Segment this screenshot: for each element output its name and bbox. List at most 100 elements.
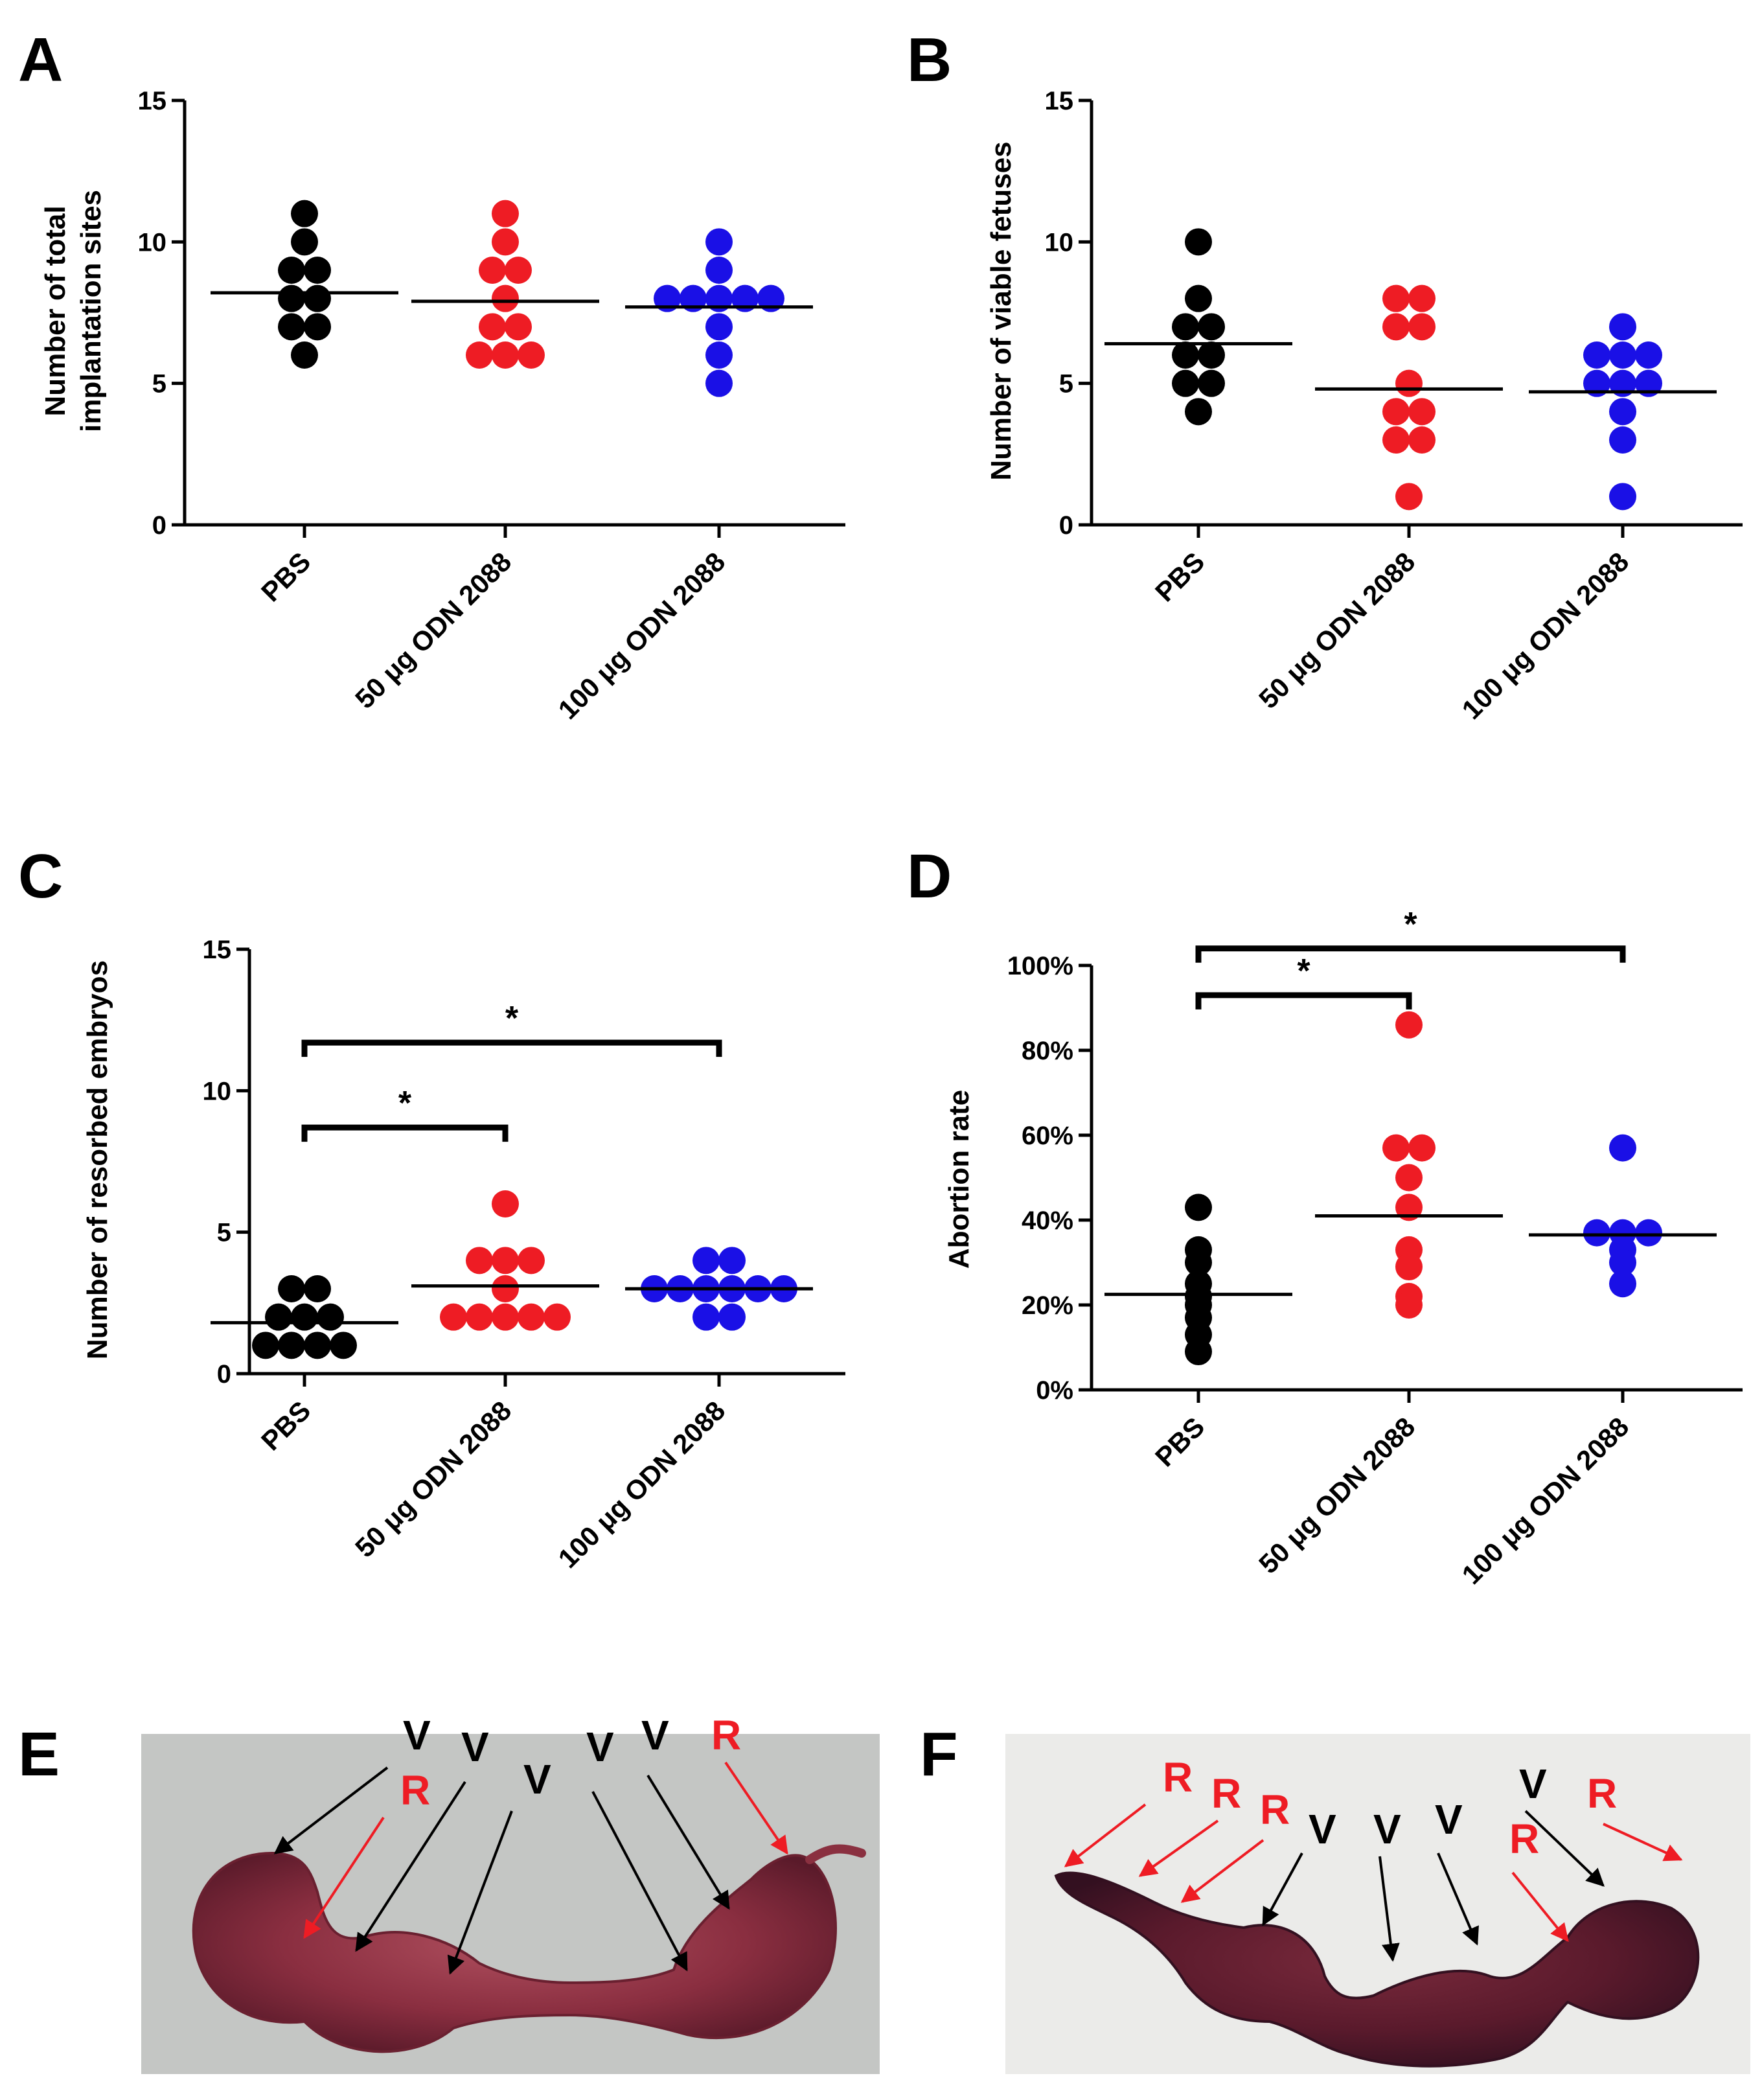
- viable-arrow: [273, 1766, 389, 1854]
- category-label: 50 μg ODN 2088: [349, 1395, 517, 1563]
- y-tick-label: 5: [1059, 370, 1073, 398]
- data-point: [505, 257, 532, 284]
- data-point: [466, 1247, 493, 1275]
- data-point: [1583, 369, 1610, 397]
- resorbed-arrow: [1180, 1839, 1264, 1903]
- viable-arrow: [646, 1774, 730, 1910]
- y-tick-label: 10: [1045, 228, 1074, 257]
- data-point: [518, 1247, 545, 1275]
- data-point: [705, 313, 733, 341]
- data-point: [1172, 341, 1199, 369]
- data-point: [1609, 369, 1636, 397]
- data-point: [718, 1303, 746, 1331]
- data-point: [1609, 1270, 1636, 1298]
- category-label: 100 μg ODN 2088: [552, 1395, 731, 1574]
- viable-arrow: [1379, 1856, 1400, 1962]
- data-point: [1395, 1194, 1423, 1221]
- data-point: [1198, 341, 1225, 369]
- data-point: [1382, 313, 1410, 341]
- panel-letter-e: E: [18, 1720, 60, 1789]
- data-point: [1609, 426, 1636, 454]
- y-tick-label: 5: [152, 370, 166, 398]
- y-tick-label: 100%: [1007, 952, 1073, 980]
- y-tick-label: 10: [203, 1077, 232, 1105]
- data-point: [1583, 341, 1610, 369]
- data-point: [317, 1303, 344, 1331]
- data-point: [278, 1332, 305, 1359]
- viable-label: V: [586, 1724, 614, 1770]
- data-point: [692, 1303, 720, 1331]
- data-point: [1382, 284, 1410, 312]
- viable-arrow: [355, 1781, 466, 1952]
- data-point: [1609, 313, 1636, 341]
- data-point: [291, 200, 318, 227]
- resorbed-label: R: [400, 1767, 430, 1814]
- data-point: [265, 1303, 292, 1331]
- data-point: [1185, 398, 1212, 426]
- data-point: [291, 228, 318, 256]
- viable-arrow: [1437, 1852, 1479, 1946]
- viable-label: V: [523, 1756, 551, 1803]
- chart-panel-a: A 0 5 10 15 Number of total implantation sites…: [18, 25, 845, 725]
- data-point: [440, 1303, 467, 1331]
- resorbed-arrow: [724, 1761, 788, 1855]
- resorbed-label: R: [1509, 1816, 1539, 1862]
- significance-star: *: [505, 1000, 519, 1037]
- data-point: [654, 284, 681, 312]
- resorbed-arrow: [1138, 1819, 1219, 1877]
- data-point: [1198, 369, 1225, 397]
- data-point: [1395, 483, 1423, 511]
- y-tick-label: 40%: [1022, 1206, 1073, 1235]
- y-axis-title: Number of resorbed embryos: [82, 960, 113, 1359]
- resorbed-arrow: [1511, 1871, 1569, 1943]
- data-point: [492, 228, 519, 256]
- data-point: [304, 1275, 331, 1302]
- viable-label: V: [1519, 1760, 1547, 1807]
- significance-bracket: [1195, 992, 1412, 1010]
- significance-bracket: [301, 1124, 509, 1142]
- y-tick-label: 20%: [1022, 1291, 1073, 1320]
- data-point: [1198, 313, 1225, 341]
- data-point: [304, 313, 331, 341]
- data-point: [518, 341, 545, 369]
- resorbed-label: R: [1211, 1770, 1241, 1817]
- data-point: [1609, 1249, 1636, 1276]
- data-point: [705, 341, 733, 369]
- viable-label: V: [641, 1712, 669, 1759]
- data-point: [718, 1247, 746, 1275]
- category-label: 50 μg ODN 2088: [349, 546, 517, 714]
- viable-arrow: [591, 1791, 688, 1972]
- resorbed-label: R: [1260, 1786, 1290, 1833]
- data-point: [1609, 1134, 1636, 1162]
- data-point: [492, 1247, 519, 1275]
- data-point: [1382, 1134, 1410, 1162]
- data-point: [492, 284, 519, 312]
- panel-letter-a: A: [18, 25, 63, 95]
- category-label: PBS: [1149, 546, 1210, 607]
- data-point: [1172, 369, 1199, 397]
- data-point: [278, 1275, 305, 1302]
- data-point: [543, 1303, 571, 1331]
- data-point: [1635, 369, 1662, 397]
- data-point: [731, 284, 759, 312]
- data-point: [1395, 1253, 1423, 1281]
- data-point: [1609, 341, 1636, 369]
- data-point: [278, 313, 305, 341]
- data-point: [492, 1190, 519, 1217]
- y-tick-label: 0: [217, 1360, 231, 1389]
- viable-label: V: [1309, 1806, 1336, 1852]
- data-point: [705, 369, 733, 397]
- data-point: [1395, 1291, 1423, 1319]
- data-point: [1583, 1219, 1610, 1247]
- resorbed-label: R: [1163, 1754, 1193, 1801]
- data-point: [492, 341, 519, 369]
- data-point: [1185, 1194, 1212, 1221]
- data-point: [505, 313, 532, 341]
- y-axis-title: Number of viable fetuses: [985, 141, 1017, 480]
- data-point: [1635, 1219, 1662, 1247]
- significance-star: *: [398, 1085, 412, 1122]
- data-point: [304, 284, 331, 312]
- data-point: [1408, 313, 1436, 341]
